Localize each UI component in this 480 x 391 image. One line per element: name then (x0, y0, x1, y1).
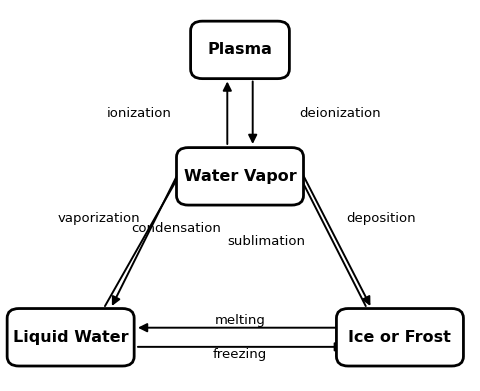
Text: deionization: deionization (299, 107, 381, 120)
FancyBboxPatch shape (336, 308, 464, 366)
FancyBboxPatch shape (177, 148, 303, 205)
Text: condensation: condensation (132, 222, 221, 235)
FancyBboxPatch shape (7, 308, 134, 366)
Text: vaporization: vaporization (58, 212, 140, 225)
Text: melting: melting (215, 314, 265, 326)
Text: Liquid Water: Liquid Water (13, 330, 129, 345)
Text: sublimation: sublimation (227, 235, 305, 248)
Text: Water Vapor: Water Vapor (184, 169, 296, 184)
Text: Ice or Frost: Ice or Frost (348, 330, 451, 345)
Text: deposition: deposition (346, 212, 416, 225)
Text: ionization: ionization (107, 107, 172, 120)
FancyBboxPatch shape (191, 21, 289, 79)
Text: Plasma: Plasma (207, 42, 273, 57)
Text: freezing: freezing (213, 348, 267, 361)
